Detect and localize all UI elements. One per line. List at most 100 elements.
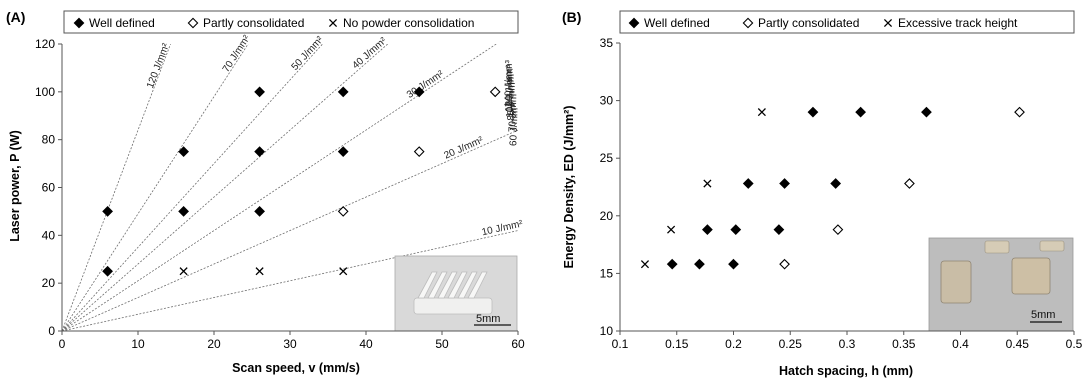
panel-a-x-tick-label: 60	[511, 337, 525, 351]
panel-a-reference-lines	[62, 44, 518, 331]
point-well-defined	[830, 178, 842, 189]
ref-line-20-j-mm	[62, 129, 518, 331]
legend-partly-consolidated-marker	[742, 17, 754, 29]
ref-label-20-j-mm: 20 J/mm²	[443, 135, 486, 162]
panel-a-y-tick-label: 80	[42, 133, 56, 147]
point-partly-consolidated	[779, 258, 790, 270]
panel-b-x-tick-label: 0.4	[952, 337, 969, 351]
ref-line-50-j-mm	[62, 44, 324, 331]
point-excessive-track-height	[757, 108, 766, 117]
panel-a-y-tick-label: 120	[35, 37, 55, 51]
panel-b-x-tick-label: 0.2	[725, 337, 742, 351]
panel-a-y-tick-label: 20	[42, 276, 56, 290]
legend-well-defined-label: Well defined	[89, 16, 155, 30]
ref-label-120-j-mm: 120 J/mm³	[504, 64, 516, 112]
point-well-defined	[728, 258, 739, 270]
cube-left-shape	[940, 260, 972, 304]
point-excessive-track-height	[667, 225, 676, 234]
panel-b-y-axis-label: Energy Density, ED (J/mm²)	[562, 105, 576, 268]
point-well-defined	[742, 178, 754, 189]
ref-label-85-j-mm: 85 J/mm³	[506, 78, 518, 121]
cube-right-shape	[1011, 257, 1051, 295]
point-well-defined	[855, 106, 866, 118]
panel-a-data-points	[102, 86, 501, 277]
panel-a-legend: Well defined Partly consolidated No powder…	[63, 10, 519, 34]
panel-a-label: (A)	[6, 9, 25, 25]
point-well-defined	[337, 86, 349, 98]
legend-no-powder-consolidation-marker	[328, 18, 338, 28]
panel-a-legend-box	[63, 10, 519, 34]
sample-ridges-shape	[417, 271, 488, 299]
cube-back-shape	[984, 240, 1010, 254]
panel-b-y-tick-label: 10	[600, 324, 614, 338]
legend-partly-consolidated-label: Partly consolidated	[758, 16, 859, 30]
point-well-defined	[254, 86, 265, 98]
panel-a-y-tick-label: 40	[42, 228, 56, 242]
panel-a-x-tick-label: 30	[283, 337, 297, 351]
cube-back-right-shape	[1039, 240, 1065, 252]
ref-label-50-j-mm: 50 J/mm²	[290, 34, 327, 73]
panel-a-x-tick-label: 50	[435, 337, 449, 351]
panel-b-x-tick-label: 0.35	[892, 337, 916, 351]
point-well-defined	[254, 206, 265, 217]
panel-a-y-axis-label: Laser power, P (W)	[8, 130, 22, 242]
legend-partly-consolidated-label: Partly consolidated	[203, 16, 304, 30]
ref-label-30-j-mm: 30 J/mm²	[405, 68, 446, 101]
ref-label-10-j-mm: 10 J/mm²	[481, 218, 525, 238]
panel-b-legend: Well defined Partly consolidated Excessive…	[619, 10, 1075, 34]
legend-excessive-track-height-marker	[883, 18, 893, 28]
point-well-defined	[178, 146, 189, 158]
panel-b: (B) Well defined Partly consolidated Exces…	[503, 9, 1082, 378]
point-well-defined	[694, 258, 705, 270]
point-excessive-track-height	[640, 260, 650, 269]
ref-line-40-j-mm	[62, 44, 389, 331]
point-well-defined	[413, 86, 425, 98]
legend-well-defined-marker	[628, 17, 640, 29]
point-excessive-track-height	[703, 179, 712, 188]
panel-a-inset-sample	[413, 271, 493, 315]
panel-b-x-tick-label: 0.25	[779, 337, 803, 351]
point-partly-consolidated	[337, 206, 349, 217]
point-partly-consolidated	[413, 146, 425, 158]
point-well-defined	[807, 106, 819, 118]
panel-a-y-tick-label: 100	[35, 85, 55, 99]
point-well-defined	[730, 224, 742, 236]
sample-base-shape	[413, 297, 493, 315]
point-partly-consolidated	[1014, 106, 1025, 118]
panel-b-legend-box	[619, 10, 1075, 34]
point-well-defined	[178, 206, 189, 217]
panel-b-y-tick-label: 15	[600, 266, 614, 280]
legend-partly-consolidated-marker	[187, 17, 199, 29]
point-well-defined	[666, 258, 678, 270]
point-partly-consolidated	[904, 178, 915, 189]
ref-label-40-j-mm: 40 J/mm²	[351, 35, 390, 71]
point-well-defined	[921, 106, 932, 118]
point-well-defined	[102, 265, 113, 277]
ref-label-100-j-mm: 100 J/mm³	[505, 70, 517, 118]
ref-line-30-j-mm	[62, 44, 498, 331]
panel-a-x-tick-label: 0	[59, 337, 66, 351]
panel-a-x-axis-label: Scan speed, v (mm/s)	[232, 361, 360, 375]
point-well-defined	[702, 224, 713, 236]
legend-no-powder-consolidation-label: No powder consolidation	[343, 16, 474, 30]
panel-b-x-tick-label: 0.1	[612, 337, 629, 351]
panel-b-y-tick-label: 30	[600, 94, 614, 108]
panel-b-x-tick-label: 0.15	[665, 337, 689, 351]
legend-well-defined-marker	[73, 17, 85, 29]
ref-line-10-j-mm	[62, 230, 518, 331]
point-well-defined	[254, 146, 265, 158]
panel-b-data-points	[640, 106, 1025, 270]
ref-label-70-j-mm: 70 J/mm²	[221, 33, 253, 75]
panel-a-scale-label: 5mm	[476, 313, 500, 325]
ref-label-120-j-mm: 120 J/mm²	[145, 41, 172, 90]
point-well-defined	[773, 224, 785, 236]
panel-b-y-tick-label: 35	[600, 36, 614, 50]
panel-a: (A) Well defined Partly consolidated No po…	[6, 9, 525, 375]
ref-label-60-j-mm: 60 J/mm³	[508, 103, 520, 146]
point-no-powder-consolidation	[255, 267, 264, 276]
panel-a-legend-items: Well defined Partly consolidated No powder…	[73, 16, 474, 30]
legend-excessive-track-height-label: Excessive track height	[898, 16, 1018, 30]
panel-b-axes: 0.1 0.15 0.2 0.25 0.3 0.35 0.4 0.45 0.5 10 15 20 25 3…	[600, 36, 1082, 351]
point-well-defined	[779, 178, 790, 189]
point-partly-consolidated	[489, 86, 501, 98]
